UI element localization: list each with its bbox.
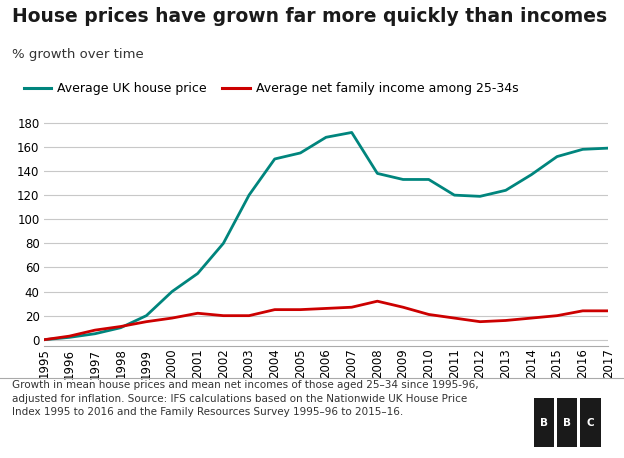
Text: % growth over time: % growth over time (12, 48, 144, 61)
Text: House prices have grown far more quickly than incomes: House prices have grown far more quickly… (12, 7, 608, 26)
Text: Growth in mean house prices and mean net incomes of those aged 25–34 since 1995-: Growth in mean house prices and mean net… (12, 380, 479, 417)
FancyBboxPatch shape (557, 398, 577, 447)
FancyBboxPatch shape (534, 398, 553, 447)
Text: C: C (587, 418, 594, 427)
FancyBboxPatch shape (580, 398, 600, 447)
Legend: Average UK house price, Average net family income among 25-34s: Average UK house price, Average net fami… (19, 77, 524, 100)
Text: B: B (563, 418, 571, 427)
Text: B: B (540, 418, 548, 427)
